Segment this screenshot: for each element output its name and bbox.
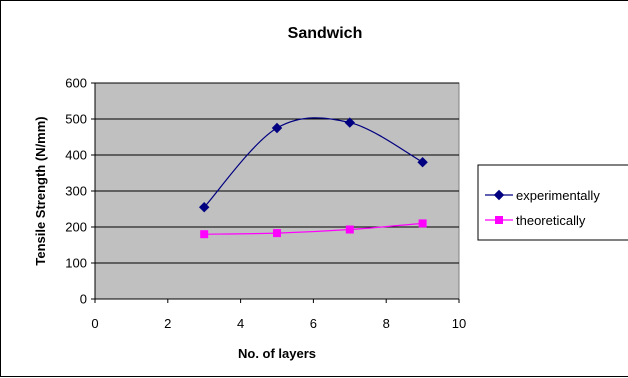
y-tick-label: 100 [65, 256, 87, 271]
x-tick-label: 10 [452, 316, 466, 331]
y-tick-label: 0 [80, 292, 87, 307]
x-tick-label: 8 [383, 316, 390, 331]
y-tick-label: 600 [65, 76, 87, 91]
data-point [346, 226, 353, 233]
y-tick-label: 500 [65, 112, 87, 127]
y-axis-title: Tensile Strength (N/mm) [33, 116, 48, 265]
x-tick-label: 0 [91, 316, 98, 331]
y-tick-label: 200 [65, 220, 87, 235]
y-tick-label: 400 [65, 148, 87, 163]
x-axis-title: No. of layers [238, 346, 316, 361]
x-tick-label: 6 [310, 316, 317, 331]
x-tick-label: 4 [237, 316, 244, 331]
legend: experimentally theoretically [478, 165, 628, 240]
x-tick-label: 2 [164, 316, 171, 331]
chart-title: Sandwich [288, 25, 363, 42]
legend-marker [496, 217, 503, 224]
legend-label: experimentally [516, 188, 600, 203]
data-point [274, 230, 281, 237]
data-point [201, 231, 208, 238]
y-tick-label: 300 [65, 184, 87, 199]
data-point [419, 220, 426, 227]
legend-label: theoretically [516, 213, 586, 228]
